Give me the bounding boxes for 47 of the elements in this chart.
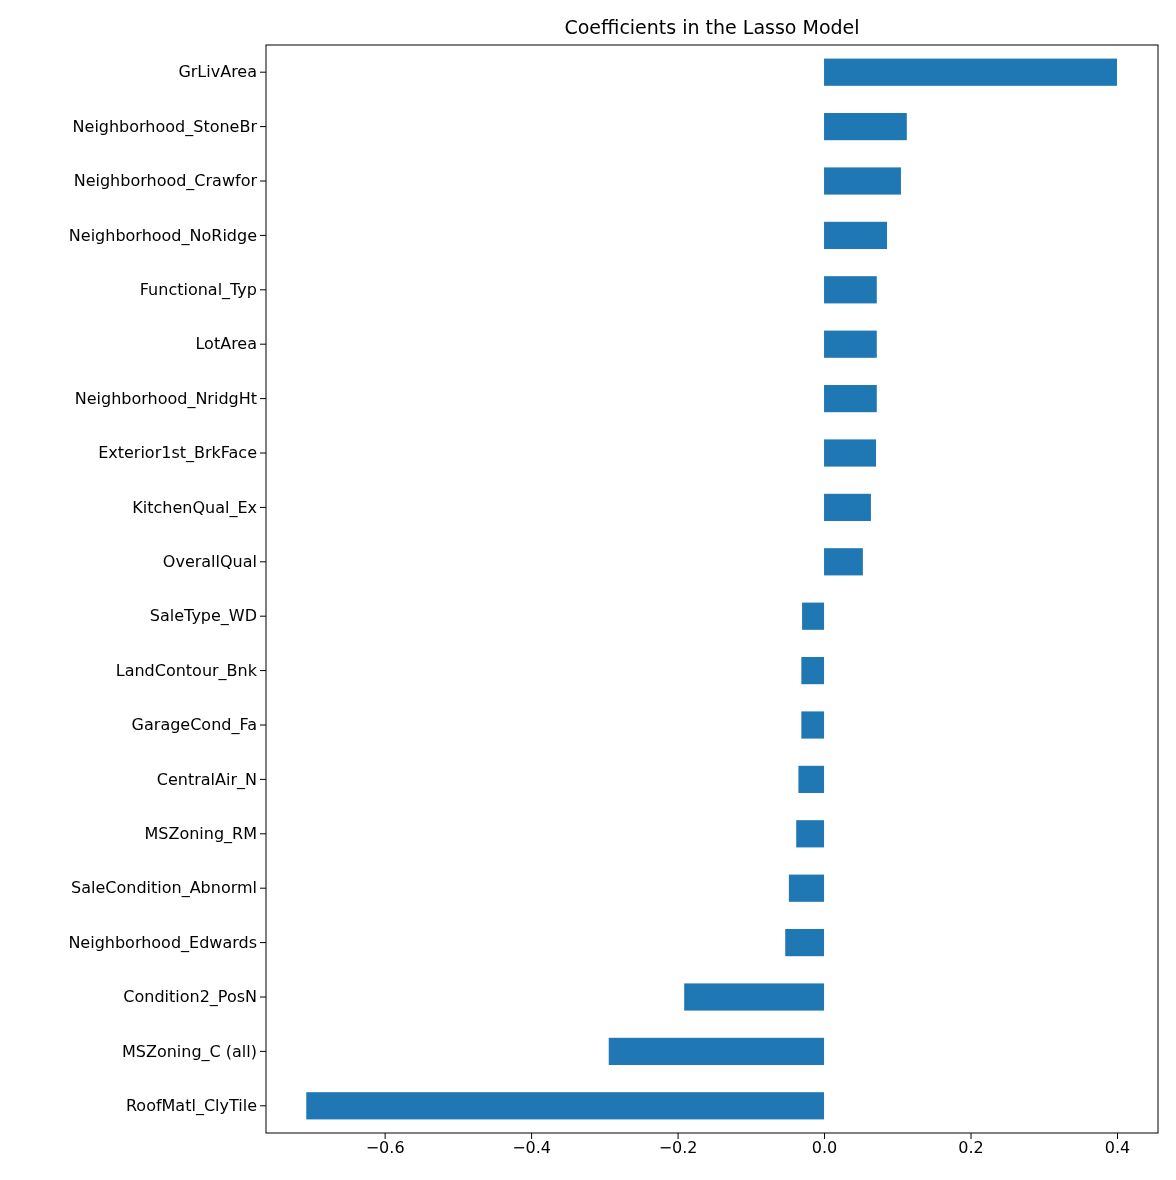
bar bbox=[785, 929, 825, 957]
bar bbox=[824, 167, 901, 195]
y-tick-label: Neighborhood_Crawfor bbox=[73, 171, 258, 192]
bar bbox=[824, 548, 863, 576]
x-tick-label: −0.2 bbox=[658, 1138, 698, 1158]
y-tick-label: SaleCondition_Abnorml bbox=[71, 878, 257, 899]
y-tick-label: MSZoning_C (all) bbox=[121, 1041, 257, 1062]
y-tick-label: Condition2_PosN bbox=[123, 987, 257, 1008]
bar bbox=[824, 493, 871, 521]
bar bbox=[788, 874, 825, 902]
y-tick-label: GarageCond_Fa bbox=[131, 715, 257, 736]
x-tick-label: 0.2 bbox=[958, 1138, 984, 1158]
bar bbox=[824, 330, 877, 358]
x-tick-label: 0.4 bbox=[1104, 1138, 1131, 1158]
bar bbox=[824, 113, 907, 141]
bar bbox=[824, 221, 888, 249]
y-tick-label: LandContour_Bnk bbox=[115, 660, 258, 681]
x-tick-label: 0.0 bbox=[811, 1138, 838, 1158]
bar bbox=[798, 765, 825, 793]
y-tick-label: Neighborhood_Edwards bbox=[68, 932, 257, 953]
bar bbox=[824, 439, 877, 467]
y-tick-label: GrLivArea bbox=[178, 62, 257, 82]
bar bbox=[824, 385, 877, 413]
bar bbox=[824, 58, 1117, 86]
bar bbox=[824, 276, 877, 304]
y-tick-label: Functional_Typ bbox=[139, 279, 257, 300]
chart-title: Coefficients in the Lasso Model bbox=[564, 16, 860, 38]
y-tick-label: KitchenQual_Ex bbox=[132, 497, 257, 518]
y-tick-label: Neighborhood_StoneBr bbox=[72, 116, 258, 137]
bar bbox=[801, 711, 825, 739]
bar bbox=[684, 983, 825, 1011]
bar bbox=[306, 1092, 825, 1120]
x-tick-label: −0.6 bbox=[365, 1138, 405, 1158]
y-tick-label: Neighborhood_NridgHt bbox=[74, 388, 257, 409]
bar bbox=[796, 820, 825, 848]
y-tick-label: RoofMatl_ClyTile bbox=[125, 1095, 257, 1116]
bar bbox=[801, 657, 825, 685]
y-tick-label: Neighborhood_NoRidge bbox=[68, 225, 257, 246]
y-tick-label: OverallQual bbox=[162, 551, 257, 571]
y-tick-label: Exterior1st_BrkFace bbox=[98, 443, 257, 464]
bar bbox=[608, 1037, 825, 1065]
y-tick-label: MSZoning_RM bbox=[144, 823, 257, 844]
x-tick-label: −0.4 bbox=[512, 1138, 552, 1158]
y-tick-label: CentralAir_N bbox=[156, 769, 257, 790]
y-tick-label: SaleType_WD bbox=[149, 606, 257, 627]
y-tick-label: LotArea bbox=[195, 334, 257, 354]
bar bbox=[802, 602, 825, 630]
